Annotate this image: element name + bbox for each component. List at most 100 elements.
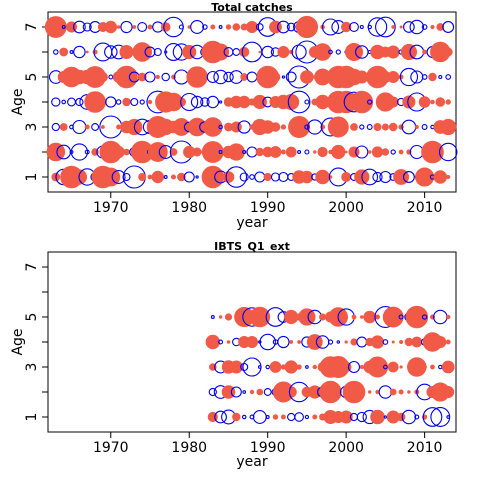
bubble-positive: [151, 170, 165, 184]
bubble-negative: [164, 43, 183, 61]
bubble-negative: [206, 95, 220, 109]
bubble-negative: [421, 124, 428, 130]
bubble-negative: [359, 124, 365, 130]
bubble-positive: [344, 42, 363, 61]
bubble-positive: [351, 314, 357, 320]
bubble-negative: [375, 16, 396, 38]
bubble-negative: [70, 143, 89, 161]
bubble-negative: [206, 70, 219, 84]
bubble-positive: [232, 412, 241, 422]
bubble-positive: [387, 361, 399, 373]
bubble-negative: [421, 314, 428, 320]
bubble-negative: [421, 74, 428, 80]
bubble-negative: [287, 412, 296, 422]
bubble-positive: [97, 72, 108, 83]
bubble-negative: [223, 71, 234, 83]
bubble-positive: [370, 409, 385, 425]
x-axis-label: year: [236, 215, 267, 231]
bubble-positive: [269, 361, 282, 373]
bubble-negative: [213, 69, 228, 85]
bubble-positive: [298, 308, 316, 326]
bubble-negative: [379, 170, 392, 184]
bubble-negative: [261, 45, 274, 59]
bubble-negative: [409, 19, 425, 35]
bubble-negative: [190, 20, 205, 34]
bubble-negative: [246, 146, 258, 158]
bubble-positive: [300, 170, 314, 184]
bubble-negative: [111, 170, 126, 184]
bubble-positive: [441, 360, 455, 374]
bubble-positive: [399, 339, 404, 344]
bubble-negative: [359, 24, 364, 30]
bubble-negative: [355, 145, 369, 159]
bubble-negative: [232, 48, 241, 56]
bubble-positive: [258, 50, 262, 54]
bubble-negative: [67, 97, 76, 107]
bubble-negative: [347, 360, 361, 374]
bubble-positive: [212, 43, 230, 61]
bubble-negative: [304, 149, 310, 155]
bubble-positive: [442, 385, 455, 398]
bubble-positive: [240, 73, 249, 81]
panel-ibts-q1-ext: IBTS_Q1_ext year Age 1970 1980 1990 2000 201…: [10, 240, 457, 470]
bubble-negative: [445, 74, 452, 80]
bubble-positive: [399, 365, 403, 369]
bubble-positive: [440, 118, 457, 136]
bubble-negative: [69, 50, 74, 54]
bubble-negative: [321, 18, 340, 36]
x-tick-label: 1970: [93, 440, 129, 456]
bubble-negative: [367, 17, 388, 37]
y-tick-label: 7: [24, 23, 40, 32]
bubble-positive: [315, 169, 330, 185]
bubble-positive: [297, 340, 302, 344]
bubble-positive: [201, 141, 224, 163]
bubble-negative: [190, 95, 204, 109]
bubble-positive: [414, 125, 419, 130]
bubble-negative: [202, 24, 208, 30]
bubble-positive: [336, 390, 341, 394]
bubble-negative: [356, 336, 368, 348]
bubble-positive: [367, 150, 372, 154]
bubble-positive: [85, 50, 89, 54]
bubble-positive: [415, 167, 435, 187]
bubble-negative: [401, 119, 417, 135]
bubble-negative: [82, 22, 92, 32]
bubble-positive: [344, 125, 349, 129]
bubble-positive: [116, 124, 122, 130]
bubble-negative: [383, 415, 388, 419]
bubble-positive: [418, 96, 431, 108]
bubble-positive: [308, 385, 322, 399]
bubble-positive: [311, 23, 319, 31]
bubble-positive: [313, 150, 317, 154]
bubble-positive: [289, 340, 294, 344]
bubble-positive: [270, 72, 281, 82]
bubble-negative: [291, 44, 307, 60]
bubble-negative: [249, 174, 255, 180]
bubble-positive: [435, 97, 446, 107]
bubble-positive: [360, 390, 364, 394]
bubble-negative: [438, 142, 458, 162]
bubble-positive: [249, 306, 271, 328]
bubble-positive: [388, 122, 398, 132]
bubble-positive: [177, 172, 186, 182]
bubble-positive: [300, 70, 314, 84]
bubble-negative: [218, 149, 223, 155]
bubble-negative: [421, 24, 428, 30]
bubble-positive: [104, 20, 118, 34]
bubble-positive: [285, 146, 297, 158]
bubble-negative: [349, 22, 359, 32]
bubble-negative: [195, 175, 199, 179]
bubble-negative: [403, 21, 415, 33]
bubble-positive: [171, 174, 177, 180]
bubble-positive: [359, 315, 364, 319]
bubble-positive: [122, 97, 131, 107]
bubble-positive: [284, 360, 298, 374]
bubble-negative: [265, 364, 270, 370]
bubble-positive: [434, 335, 447, 348]
x-tick-label: 2010: [407, 200, 443, 216]
y-tick-label: 3: [24, 123, 40, 132]
x-axis-ticks: 1970 1980 1990 2000 2010: [93, 432, 442, 456]
x-tick-label: 1990: [250, 440, 286, 456]
bubble-negative: [210, 315, 215, 319]
bubble-positive: [341, 172, 352, 183]
